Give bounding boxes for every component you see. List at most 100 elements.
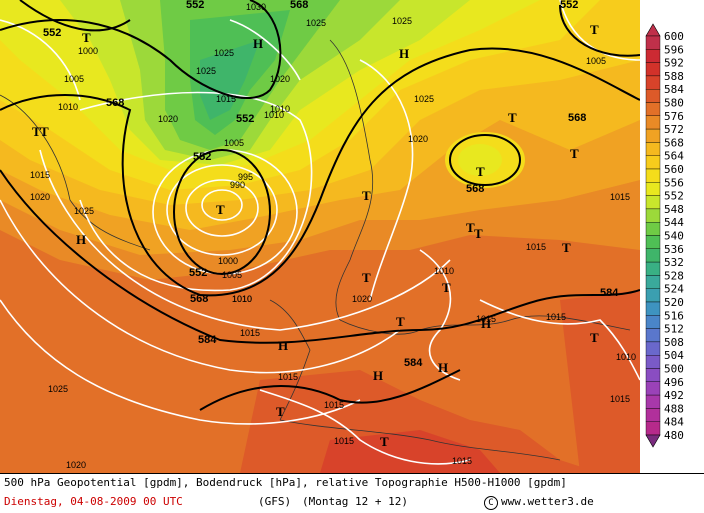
high-marker: H — [373, 368, 383, 383]
scale-swatch — [645, 315, 661, 329]
trough-marker: T — [474, 226, 483, 241]
pressure-label: 1010 — [232, 294, 252, 304]
pressure-label: 1015 — [476, 314, 496, 324]
pressure-label: 1020 — [352, 294, 372, 304]
scale-label: 536 — [664, 243, 684, 256]
scale-swatch — [645, 88, 661, 103]
isobar-1025 — [0, 299, 361, 425]
isobar-990 — [201, 189, 243, 221]
high-marker: H — [438, 360, 448, 375]
scale-label: 544 — [664, 216, 684, 229]
geo-568-cutoff — [449, 134, 521, 186]
scale-swatch — [645, 115, 661, 130]
scale-label: 500 — [664, 363, 684, 376]
scale-label: 588 — [664, 70, 684, 83]
pressure-label: 1015 — [30, 170, 50, 180]
pressure-label: 1020 — [270, 74, 290, 84]
scale-arrow-top — [645, 23, 661, 37]
scale-label: 592 — [664, 57, 684, 70]
scale-label: 528 — [664, 269, 684, 282]
scale-label: 484 — [664, 416, 684, 429]
coast-mediterranean — [279, 419, 561, 461]
trough-marker: T — [508, 110, 517, 125]
isobar-1005-ne — [559, 0, 640, 61]
pressure-label: 1005 — [224, 138, 244, 148]
coast-britain-iberia — [269, 299, 311, 421]
geopotential-labels: 552 552 568 552 552 552 568 568 552 568 … — [43, 0, 619, 369]
scale-swatch — [645, 195, 661, 210]
geo-label: 584 — [404, 357, 423, 369]
pressure-label: 1020 — [30, 192, 50, 202]
pressure-label: 1030 — [246, 2, 266, 12]
trough-marker: T — [476, 164, 485, 179]
geo-label: 568 — [190, 293, 208, 305]
weather-map-canvas: 552 552 568 552 552 552 568 568 552 568 … — [0, 0, 640, 473]
pressure-label: 1015 — [334, 436, 354, 446]
fill-536 — [200, 40, 260, 120]
pressure-label: 1025 — [392, 16, 412, 26]
isobar-1010 — [79, 91, 313, 292]
geo-label: 552 — [193, 151, 211, 163]
scale-label: 492 — [664, 389, 684, 402]
geo-552-nw — [19, 0, 131, 32]
scale-label: 572 — [664, 123, 684, 136]
geo-label: 584 — [600, 287, 619, 299]
scale-swatch — [645, 381, 661, 396]
model-name: (GFS) — [258, 495, 292, 508]
geo-label: 552 — [236, 113, 254, 125]
trough-marker: T — [590, 330, 599, 345]
scale-swatch — [645, 49, 661, 63]
pressure-label: 1025 — [214, 48, 234, 58]
geopotential-lines — [0, 0, 640, 411]
weather-map: 552 552 568 552 552 552 568 568 552 568 … — [0, 0, 640, 473]
trough-marker: T — [276, 404, 285, 419]
pressure-label: 1015 — [546, 312, 566, 322]
scale-label: 584 — [664, 83, 684, 96]
isobar-1020-north — [359, 59, 414, 301]
isobar-995 — [185, 179, 259, 237]
geo-label: 584 — [198, 334, 217, 346]
pressure-label: 1020 — [408, 134, 428, 144]
scale-label: 568 — [664, 136, 684, 149]
scale-label: 480 — [664, 429, 684, 442]
isobar-1015-east — [479, 299, 640, 381]
scale-swatch — [645, 75, 661, 90]
scale-swatch — [645, 341, 661, 356]
pressure-labels: 1030 1025 1025 1025 1000 1005 1010 1020 … — [30, 2, 636, 470]
isobar-1010-east — [419, 249, 461, 381]
scale-label: 516 — [664, 309, 684, 322]
geo-568 — [0, 47, 640, 297]
trough-marker: T — [362, 270, 371, 285]
pressure-label: 1015 — [324, 400, 344, 410]
pressure-label: 1010 — [616, 352, 636, 362]
coast-greenland — [0, 94, 151, 251]
pressure-label: 1010 — [434, 266, 454, 276]
fill-584-east — [560, 290, 640, 473]
color-scale-bar: 6005965925885845805765725685645605565525… — [645, 23, 684, 448]
scale-swatch — [645, 128, 661, 143]
trough-marker: T — [362, 188, 371, 203]
scale-swatch — [645, 288, 661, 303]
map-footer: 500 hPa Geopotential [gpdm], Bodendruck … — [0, 473, 704, 513]
pressure-label: 1005 — [64, 74, 84, 84]
scale-label: 580 — [664, 97, 684, 110]
high-marker: H — [278, 338, 288, 353]
fill-cold-pool-core — [458, 144, 502, 176]
trough-marker: T — [32, 124, 41, 139]
geo-label: 568 — [568, 112, 586, 124]
isobars — [0, 0, 640, 465]
geo-label: 552 — [189, 267, 207, 279]
pressure-label: 995 — [238, 172, 253, 182]
trough-marker: T — [82, 30, 91, 45]
geo-552-low — [173, 149, 271, 275]
scale-label: 540 — [664, 230, 684, 243]
pressure-label: 1015 — [216, 94, 236, 104]
geo-552-north — [0, 0, 282, 99]
scale-swatch — [645, 421, 661, 436]
coast-scandinavia — [329, 39, 374, 321]
pressure-label: 1000 — [218, 256, 238, 266]
isobar-1000-nw — [0, 19, 81, 101]
pressure-label: 1025 — [306, 18, 326, 28]
scale-swatch — [645, 102, 661, 117]
